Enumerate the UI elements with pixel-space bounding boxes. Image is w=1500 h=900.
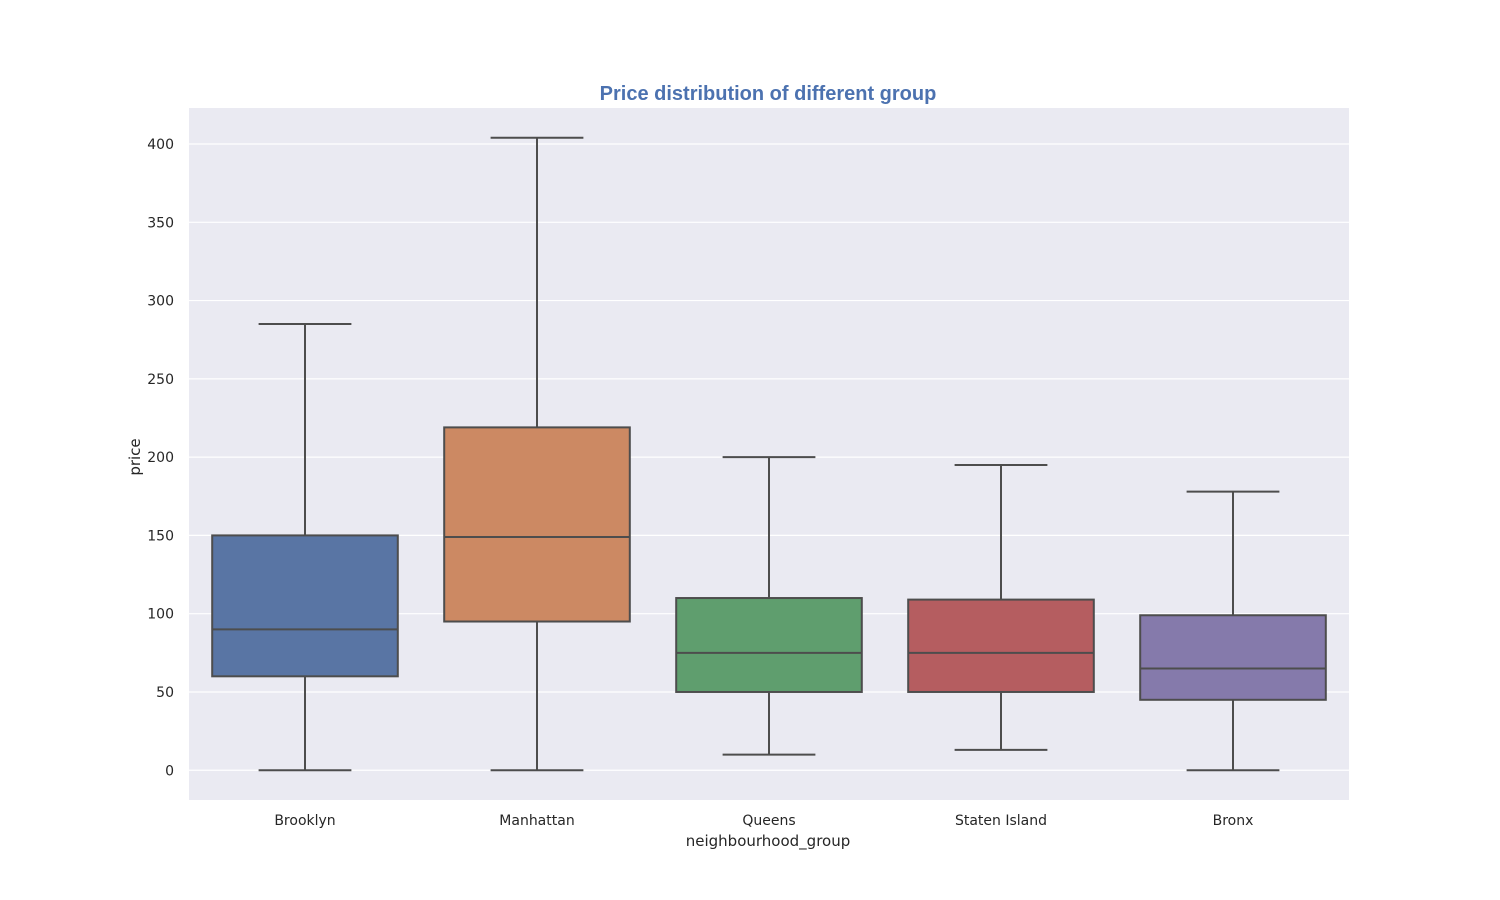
x-axis-ticks: Brooklyn Manhattan Queens Staten Island Bron…	[274, 813, 1253, 829]
chart-title: Price distribution of different group	[600, 83, 937, 105]
x-tick-label-manhattan: Manhattan	[499, 813, 574, 829]
iqr-box-bronx	[1139, 614, 1327, 701]
boxes	[211, 136, 1327, 772]
box-brooklyn	[211, 323, 399, 772]
y-axis-ticks: 0 50 100 150 200 250 300 350 400	[147, 137, 174, 779]
iqr-box-manhattan	[443, 426, 631, 623]
y-tick-label-50: 50	[156, 685, 174, 701]
iqr-box-staten-island	[907, 598, 1095, 693]
box-staten-island	[907, 463, 1095, 751]
x-axis-label: neighbourhood_group	[686, 832, 851, 851]
y-axis-label: price	[126, 438, 144, 475]
y-tick-label-0: 0	[165, 763, 174, 779]
y-tick-label-300: 300	[147, 294, 174, 310]
iqr-box-brooklyn	[211, 534, 399, 678]
y-tick-label-250: 250	[147, 372, 174, 388]
x-tick-label-bronx: Bronx	[1213, 813, 1254, 829]
y-tick-label-100: 100	[147, 607, 174, 623]
box-manhattan	[443, 136, 631, 772]
box-queens	[675, 456, 863, 756]
x-tick-label-queens: Queens	[742, 813, 795, 829]
y-tick-label-400: 400	[147, 137, 174, 153]
y-tick-label-150: 150	[147, 528, 174, 544]
iqr-box-queens	[675, 597, 863, 693]
x-tick-label-brooklyn: Brooklyn	[274, 813, 335, 829]
x-tick-label-staten-island: Staten Island	[955, 813, 1047, 829]
box-bronx	[1139, 490, 1327, 772]
y-tick-label-350: 350	[147, 215, 174, 231]
y-tick-label-200: 200	[147, 450, 174, 466]
